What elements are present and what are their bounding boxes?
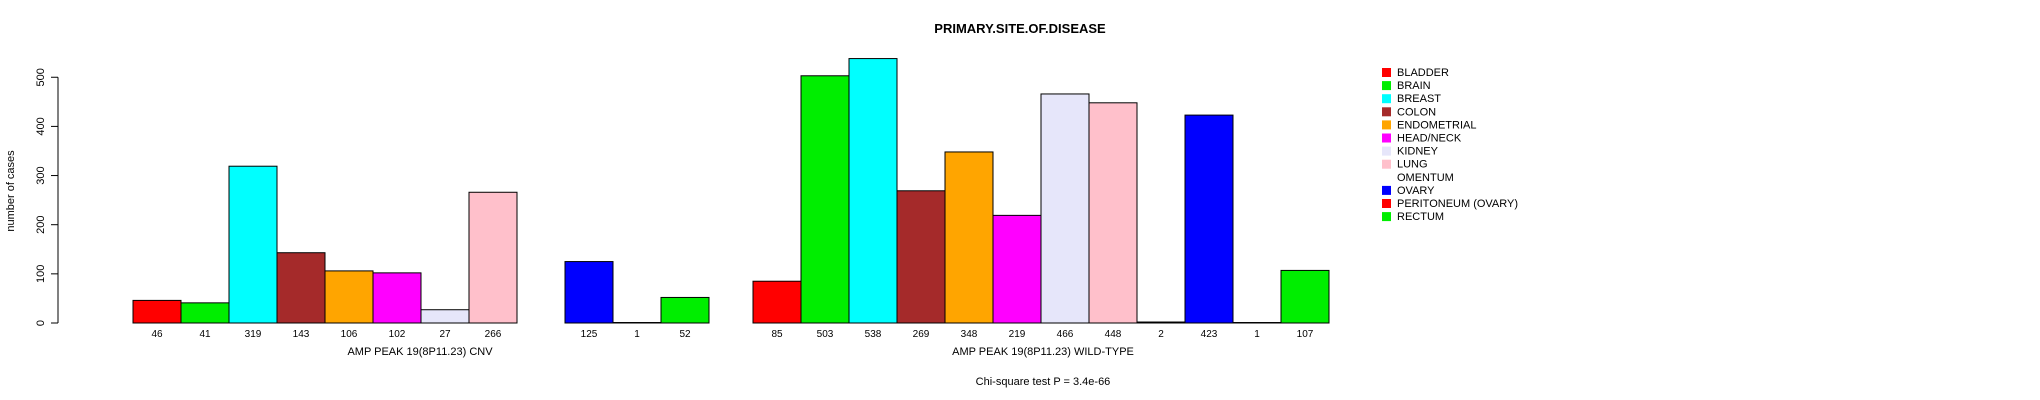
bar-count-label: 348	[961, 329, 978, 340]
chi-square-footer: Chi-square test P = 3.4e-66	[976, 376, 1111, 388]
bar-breast-group-2	[848, 58, 898, 324]
y-tick-label: 500	[35, 68, 47, 86]
legend-swatch	[1382, 172, 1391, 182]
bar-rectum-group-1	[660, 296, 710, 324]
group-label-cnv: AMP PEAK 19(8P11.23) CNV	[347, 346, 493, 358]
bar-head-neck-group-2	[992, 214, 1042, 324]
bar-count-label: 319	[245, 329, 262, 340]
legend-swatch	[1382, 68, 1391, 77]
legend-label: OVARY	[1397, 185, 1435, 197]
legend-swatch	[1382, 94, 1391, 104]
bar-bladder-group-1	[132, 299, 182, 324]
bar-endometrial-group-2	[944, 151, 994, 324]
bar-lung-group-1	[468, 191, 518, 324]
y-tick-label: 100	[35, 265, 47, 283]
bar-count-label: 85	[771, 329, 783, 340]
bar-count-label: 269	[913, 329, 930, 340]
y-tick-label: 200	[35, 216, 47, 234]
chart-title: PRIMARY.SITE.OF.DISEASE	[934, 21, 1106, 36]
bar-count-label: 102	[389, 329, 406, 340]
legend-swatch	[1382, 133, 1391, 143]
bar-count-label: 219	[1009, 329, 1026, 340]
legend-swatch	[1382, 199, 1391, 208]
bar-count-label: 106	[341, 329, 358, 340]
y-axis: 0 100 200 300 400 500	[35, 68, 59, 326]
bar-breast-group-1	[228, 165, 278, 324]
bar-count-label: 266	[485, 329, 502, 340]
bar-count-label: 503	[817, 329, 834, 340]
bar-count-label: 423	[1201, 329, 1218, 340]
legend-label: HEAD/NECK	[1397, 133, 1462, 145]
legend-label: OMENTUM	[1397, 172, 1454, 184]
legend-label: PERITONEUM (OVARY)	[1397, 198, 1518, 210]
bar-bladder-group-2	[752, 280, 802, 324]
legend-label: BREAST	[1397, 93, 1441, 105]
bar-count-label: 52	[679, 329, 691, 340]
bar-count-label: 448	[1105, 329, 1122, 340]
bar-count-label: 1	[634, 329, 640, 340]
bar-endometrial-group-1	[324, 270, 374, 324]
legend-swatch	[1382, 107, 1391, 117]
bar-count-label: 46	[151, 329, 163, 340]
bar-rectum-group-2	[1280, 269, 1330, 324]
bar-count-label: 41	[199, 329, 211, 340]
bar-ovary-group-1	[564, 261, 614, 324]
bar-colon-group-2	[896, 190, 946, 324]
bar-omentum-group-2	[1136, 321, 1186, 324]
legend-label: LUNG	[1397, 159, 1428, 171]
y-tick-label: 0	[35, 320, 47, 326]
bar-brain-group-1	[180, 302, 230, 324]
legend-swatch	[1382, 212, 1391, 222]
bar-lung-group-2	[1088, 102, 1138, 324]
bar-ovary-group-2	[1184, 114, 1234, 324]
legend-label: BLADDER	[1397, 67, 1449, 79]
bar-count-label: 143	[293, 329, 310, 340]
y-axis-label: number of cases	[5, 150, 17, 232]
legend-label: BRAIN	[1397, 80, 1431, 92]
group-label-wild-type: AMP PEAK 19(8P11.23) WILD-TYPE	[952, 346, 1134, 358]
bar-head-neck-group-1	[372, 272, 422, 324]
legend-label: COLON	[1397, 106, 1436, 118]
legend-swatch	[1382, 185, 1391, 195]
legend-swatch	[1382, 146, 1391, 156]
bar-brain-group-2	[800, 75, 850, 324]
bar-count-label: 538	[865, 329, 882, 340]
bar-count-label: 1	[1254, 329, 1260, 340]
legend-label: KIDNEY	[1397, 146, 1439, 158]
legend-label: RECTUM	[1397, 211, 1444, 223]
bar-kidney-group-2	[1040, 93, 1090, 324]
bar-count-label: 2	[1158, 329, 1164, 340]
bar-count-label: 125	[581, 329, 598, 340]
legend-swatch	[1382, 81, 1391, 91]
bar-count-label: 107	[1297, 329, 1314, 340]
legend-swatch	[1382, 159, 1391, 169]
legend-label: ENDOMETRIAL	[1397, 119, 1476, 131]
bars-layer: 46 41 319 143 106 102 27 266 125 1 52 85 503 538 269 34…	[132, 58, 1330, 340]
bar-kidney-group-1	[420, 309, 470, 324]
bar-count-label: 27	[439, 329, 451, 340]
legend-swatch	[1382, 120, 1391, 130]
y-tick-label: 300	[35, 166, 47, 184]
y-tick-label: 400	[35, 117, 47, 135]
bar-colon-group-1	[276, 252, 326, 324]
bar-count-label: 466	[1057, 329, 1074, 340]
